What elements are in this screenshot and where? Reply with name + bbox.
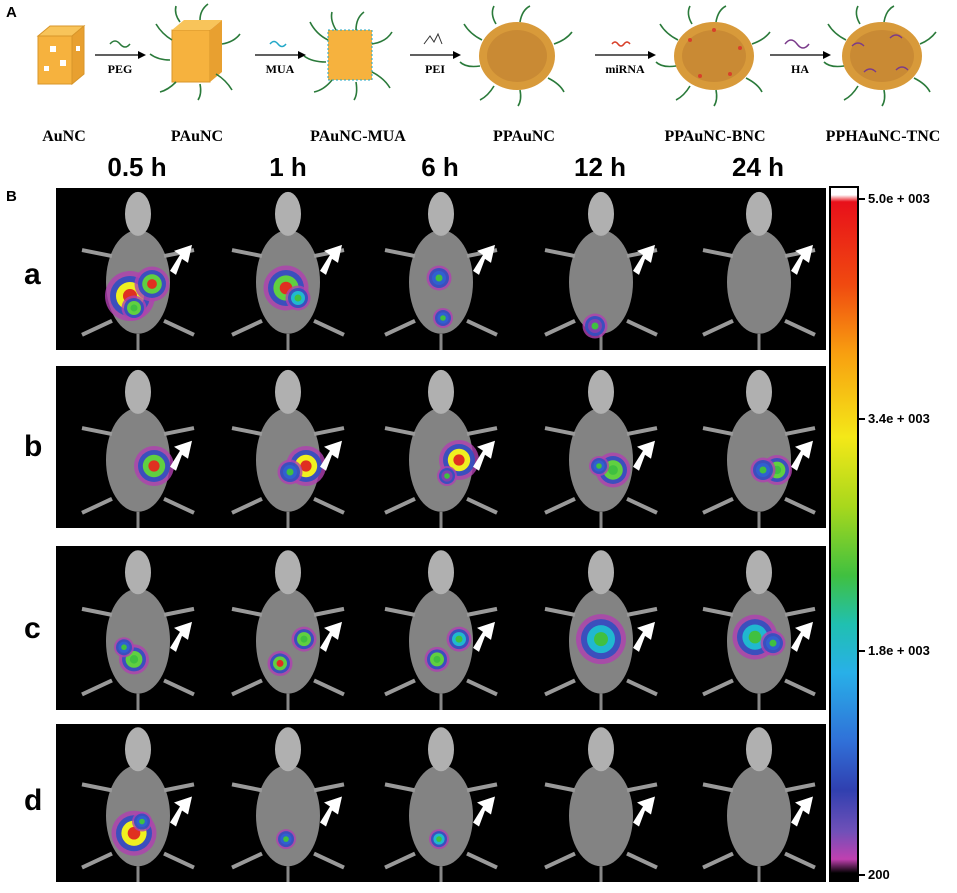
scheme-node-label: PPAuNC xyxy=(493,128,555,145)
mouse-image xyxy=(231,191,345,350)
tumor-arrow-icon xyxy=(633,621,655,652)
arrow-4 xyxy=(595,41,656,59)
row-label: b xyxy=(24,430,43,463)
timepoint-label: 1 h xyxy=(269,152,307,182)
tumor-arrow-icon xyxy=(791,621,813,652)
scheme-node-label: PAuNC xyxy=(170,128,224,145)
mouse-image xyxy=(81,550,195,710)
panel-b-label: B xyxy=(6,188,17,205)
tumor-arrow-icon xyxy=(633,796,655,827)
mouse-image xyxy=(702,369,816,528)
tumor-arrow-icon xyxy=(320,796,342,827)
mouse-image xyxy=(544,727,658,882)
tumor-arrow-icon xyxy=(170,440,192,471)
reagent-label: PEG xyxy=(107,62,133,76)
timepoint-label: 12 h xyxy=(573,152,627,182)
tumor-arrow-icon xyxy=(320,440,342,471)
panel-a-label: A xyxy=(6,4,17,21)
arrow-5 xyxy=(770,39,831,59)
tumor-arrow-icon xyxy=(633,440,655,471)
mouse-image xyxy=(231,550,345,710)
colorbar-tick xyxy=(859,418,865,420)
arrow-1 xyxy=(95,40,146,59)
colorbar-tick-label: 3.4e + 003 xyxy=(868,411,930,426)
tumor-arrow-icon xyxy=(320,244,342,275)
mouse-image xyxy=(384,727,498,882)
row-label: a xyxy=(24,258,41,291)
reagent-label: miRNA xyxy=(605,62,645,76)
tumor-arrow-icon xyxy=(170,244,192,275)
row-label: c xyxy=(24,612,41,645)
tumor-arrow-icon xyxy=(320,621,342,652)
tumor-arrow-icon xyxy=(473,244,495,275)
mouse-image xyxy=(81,727,195,882)
mouse-image xyxy=(231,369,345,528)
tumor-arrow-icon xyxy=(791,796,813,827)
mouse-image xyxy=(384,191,498,350)
synthesis-scheme xyxy=(36,3,937,107)
colorbar-tick xyxy=(859,198,865,200)
tumor-arrow-icon xyxy=(473,796,495,827)
colorbar-max-label: 5.0e + 003 xyxy=(868,191,930,206)
tumor-arrow-icon xyxy=(633,244,655,275)
imaging-row-b xyxy=(56,366,826,528)
reagent-label: HA xyxy=(791,62,809,76)
timepoint-label: 24 h xyxy=(731,152,785,182)
aunc-particle xyxy=(36,24,86,86)
mouse-image xyxy=(702,191,816,350)
scheme-node-label: AuNC xyxy=(42,128,86,145)
row-label: d xyxy=(24,784,43,817)
tumor-arrow-icon xyxy=(170,621,192,652)
mouse-image xyxy=(231,727,345,882)
tumor-arrow-icon xyxy=(170,796,192,827)
colorbar-tick xyxy=(859,874,865,876)
mouse-image xyxy=(81,191,195,350)
reagent-label: PEI xyxy=(424,62,446,76)
mouse-image xyxy=(544,550,658,710)
paunc-mua-particle xyxy=(303,11,393,101)
scheme-node-label: PPHAuNC-TNC xyxy=(825,128,941,145)
imaging-row-d xyxy=(56,724,826,882)
colorbar-tick-label: 1.8e + 003 xyxy=(868,643,930,658)
colorbar-min-label: 200 xyxy=(868,867,890,882)
pphaunc-tnc-particle xyxy=(823,5,937,107)
timepoint-label: 6 h xyxy=(421,152,459,182)
imaging-row-c xyxy=(56,546,826,710)
mouse-image xyxy=(384,550,498,710)
timepoint-label: 0.5 h xyxy=(107,152,167,182)
imaging-row-a xyxy=(56,188,826,350)
tumor-arrow-icon xyxy=(473,440,495,471)
arrow-2 xyxy=(255,40,306,59)
mouse-image xyxy=(544,369,658,528)
mouse-image xyxy=(384,369,498,528)
scheme-node-label: PPAuNC-BNC xyxy=(664,128,766,145)
tumor-arrow-icon xyxy=(791,440,813,471)
reagent-label: MUA xyxy=(265,62,295,76)
scheme-node-label: PAuNC-MUA xyxy=(310,128,406,145)
mouse-image xyxy=(544,191,658,350)
mouse-image xyxy=(702,727,816,882)
intensity-colorbar xyxy=(829,186,859,882)
ppaunc-particle xyxy=(459,5,573,107)
tumor-arrow-icon xyxy=(791,244,813,275)
arrow-3 xyxy=(410,32,461,59)
colorbar-tick xyxy=(859,650,865,652)
paunc-particle xyxy=(149,3,241,101)
mouse-image xyxy=(81,369,195,528)
mouse-image xyxy=(702,550,816,710)
tumor-arrow-icon xyxy=(473,621,495,652)
ppaunc-bnc-particle xyxy=(655,5,771,107)
